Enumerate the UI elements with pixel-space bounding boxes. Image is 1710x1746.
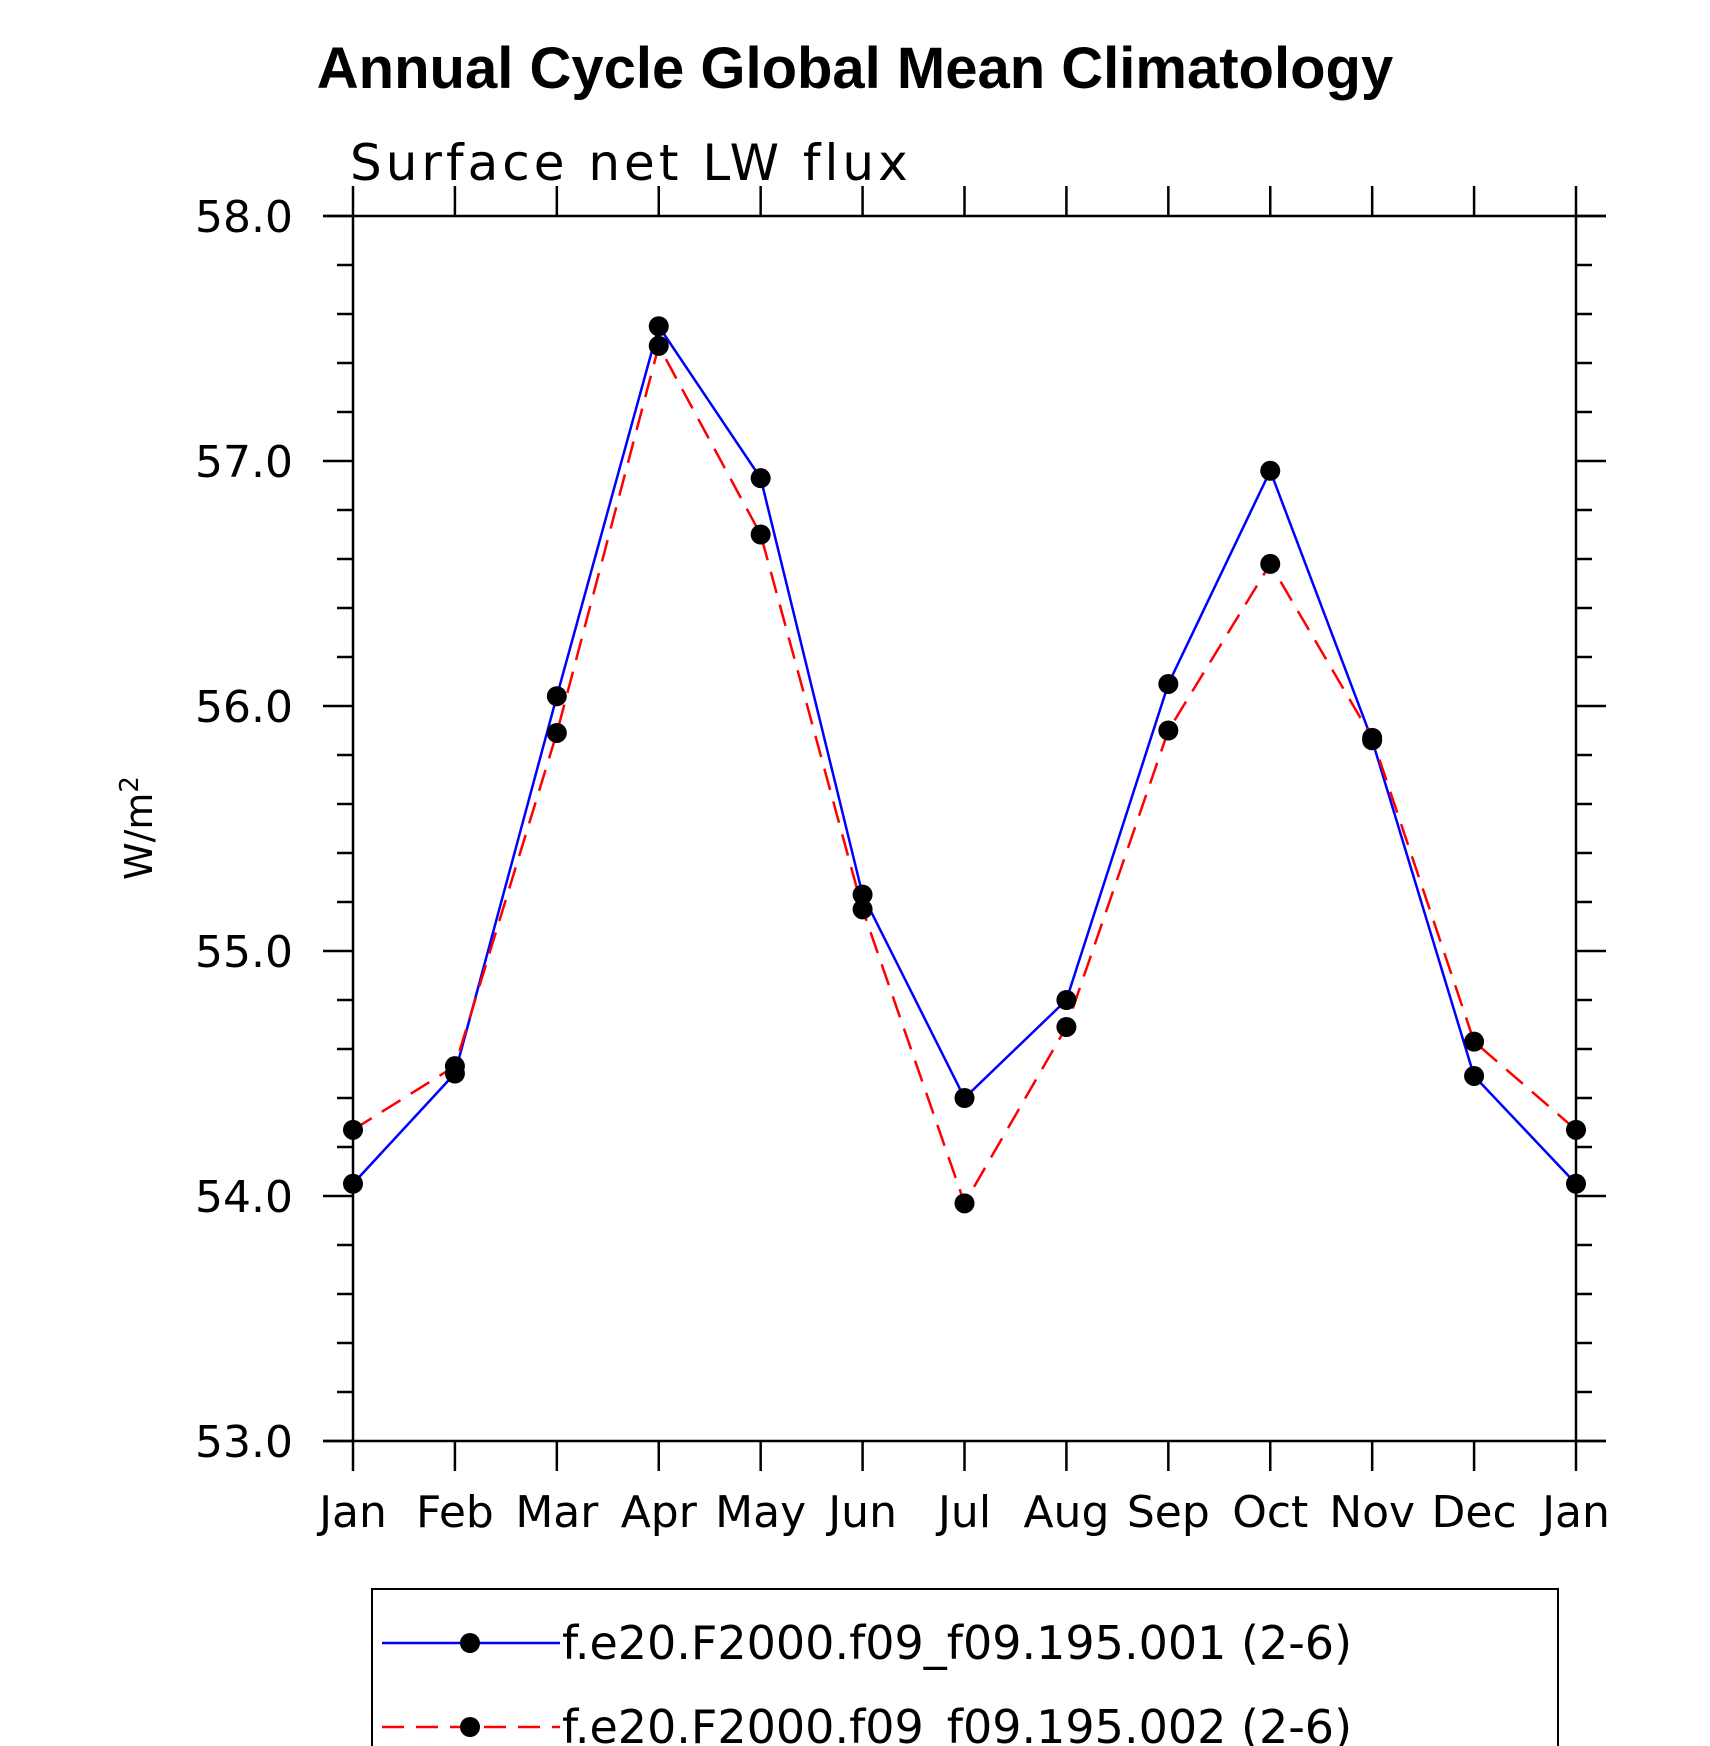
series-2-point — [546, 722, 567, 743]
series-2-point — [1260, 553, 1281, 574]
series-1-point — [648, 316, 669, 337]
series-2-point — [1362, 727, 1383, 748]
series-2-point — [954, 1193, 975, 1214]
series-2-point — [444, 1056, 465, 1077]
x-tick-label: Aug — [1023, 1487, 1109, 1538]
x-tick-label: May — [715, 1487, 806, 1538]
series-1-point — [750, 468, 771, 489]
chart-subtitle: Surface net LW flux — [350, 134, 912, 192]
y-tick-label: 53.0 — [195, 1417, 293, 1468]
data-series — [343, 316, 1586, 1214]
legend: f.e20.F2000.f09_f09.195.001 (2-6) f.e20.F… — [371, 1588, 1559, 1746]
series-2-point — [1464, 1031, 1485, 1052]
series-1-point — [1464, 1065, 1485, 1086]
x-tick-label: Jun — [825, 1487, 897, 1538]
x-tick-label: Apr — [621, 1487, 698, 1538]
y-tick-label: 57.0 — [195, 437, 293, 488]
series-2-point — [343, 1119, 363, 1140]
x-tick-label: Jul — [935, 1487, 991, 1538]
legend-box — [371, 1588, 1559, 1746]
series-2-point — [750, 524, 771, 545]
x-tick-label: Nov — [1329, 1487, 1415, 1538]
series-1-point — [1158, 673, 1179, 694]
x-tick-labels: Jan Feb Mar Apr May Jun Jul Aug Sep Oct Nov Dec Jan — [316, 1487, 1610, 1538]
legend-label-1: f.e20.F2000.f09_f09.195.001 (2-6) — [562, 1616, 1352, 1670]
y-tick-label: 55.0 — [195, 927, 293, 978]
series-1-point — [852, 884, 873, 905]
x-tick-label: Oct — [1232, 1487, 1308, 1538]
x-tick-label: Jan — [1539, 1487, 1610, 1538]
series-2-point — [648, 335, 669, 356]
y-axis-label-superscript: 2 — [115, 776, 145, 793]
x-tick-label: Sep — [1127, 1487, 1210, 1538]
series-2-point — [1158, 720, 1179, 741]
series-2-point — [852, 899, 873, 920]
y-tick-label: 54.0 — [195, 1172, 293, 1223]
x-tick-label: Jan — [316, 1487, 387, 1538]
series-1-point — [1566, 1173, 1586, 1194]
legend-marker-1 — [460, 1633, 480, 1653]
y-tick-labels: 53.0 54.0 55.0 56.0 57.0 58.0 — [195, 192, 293, 1468]
x-tick-label: Dec — [1432, 1487, 1517, 1538]
x-tick-label: Feb — [416, 1487, 494, 1538]
y-tick-label: 58.0 — [195, 192, 293, 243]
series-line-1 — [352, 323, 1577, 1185]
legend-marker-2 — [460, 1717, 480, 1737]
series-2-point — [1056, 1016, 1077, 1037]
series-1-point — [1260, 460, 1281, 481]
series-1-point — [1056, 990, 1077, 1010]
y-axis-label: W/m2 — [115, 776, 161, 880]
y-tick-label: 56.0 — [195, 682, 293, 733]
series-2-point — [1566, 1119, 1586, 1140]
series-1-point — [546, 686, 567, 707]
plot-axes — [323, 186, 1606, 1471]
series-1-point — [343, 1173, 363, 1194]
x-tick-label: Mar — [515, 1487, 599, 1538]
legend-label-2: f.e20.F2000.f09_f09.195.002 (2-6) — [562, 1700, 1352, 1746]
chart-title: Annual Cycle Global Mean Climatology — [317, 36, 1393, 101]
series-1-point — [954, 1088, 975, 1108]
